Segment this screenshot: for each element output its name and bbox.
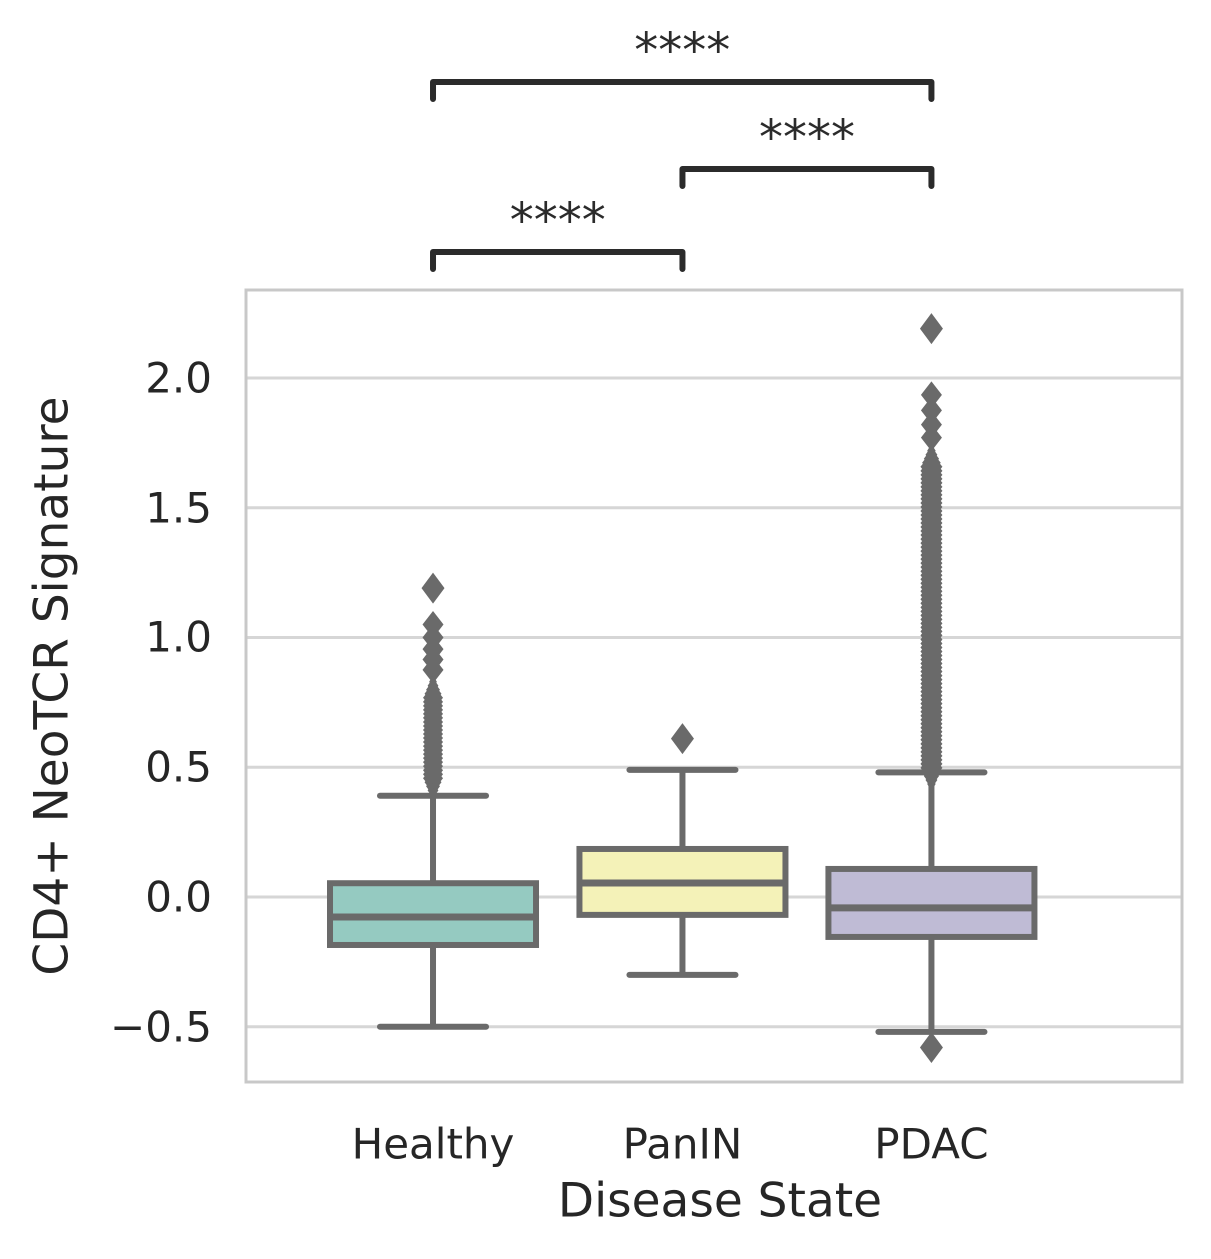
box-panin: [576, 723, 789, 978]
y-tick-label-1.0: 1.0: [145, 612, 212, 662]
sig-bracket-panin-pdac: [679, 166, 935, 189]
iqr-box: [825, 865, 1038, 940]
outliers-panin: [670, 723, 694, 755]
x-tick-label-panin: PanIN: [622, 1119, 743, 1169]
outlier-diamond: [928, 782, 934, 794]
y-tick-label-0.0: 0.0: [145, 872, 212, 922]
outlier-diamond: [421, 572, 445, 604]
x-axis-label: Disease State: [557, 1173, 883, 1229]
y-tick-label-2.0: 2.0: [145, 353, 212, 403]
box-healthy: [327, 572, 540, 1030]
outlier-diamond: [920, 381, 942, 409]
outlier-diamond: [919, 313, 943, 345]
y-tick-label-1.5: 1.5: [145, 483, 212, 533]
sig-label-healthy-pdac: ****: [634, 23, 731, 79]
x-tick-label-pdac: PDAC: [874, 1119, 989, 1169]
outliers-healthy: [421, 572, 445, 804]
outlier-diamond: [919, 1031, 943, 1063]
plot-border: [244, 288, 1184, 1084]
sig-bracket-healthy-pdac: [430, 79, 935, 102]
outliers-pdac: [919, 313, 943, 1063]
outlier-diamond: [430, 793, 436, 804]
outlier-diamond: [422, 656, 444, 684]
y-tick-label-0.5: 0.5: [145, 742, 212, 792]
x-tick-label-healthy: Healthy: [351, 1119, 515, 1169]
outlier-diamond: [670, 723, 694, 755]
sig-label-panin-pdac: ****: [758, 110, 855, 166]
outlier-diamond: [920, 396, 942, 424]
sig-label-healthy-panin: ****: [509, 193, 606, 249]
outlier-diamond: [920, 424, 942, 452]
y-tick-label-−0.5: −0.5: [110, 1002, 212, 1052]
sig-bracket-healthy-panin: [430, 249, 686, 272]
box-pdac: [825, 313, 1038, 1063]
